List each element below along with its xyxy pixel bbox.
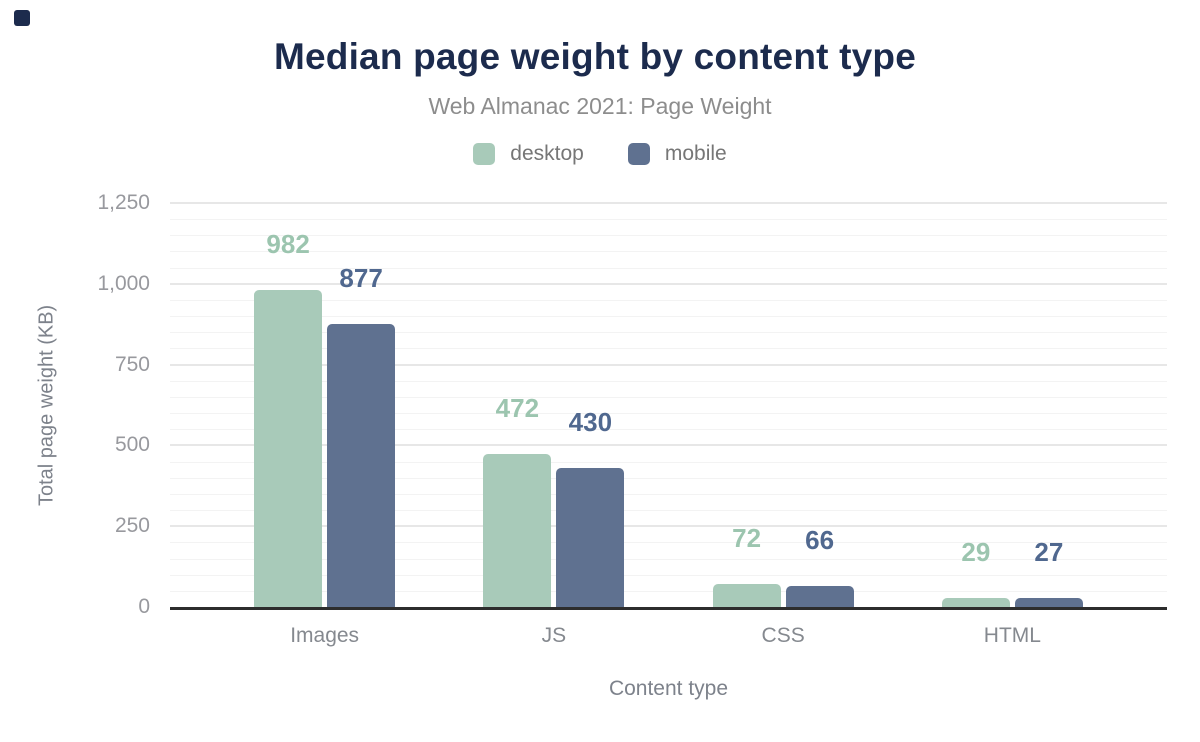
chart-subtitle: Web Almanac 2021: Page Weight [428,93,772,119]
bar-group-images: 982 877 Images [210,203,439,647]
bar-group-css: 72 66 CSS [669,203,898,647]
y-tick-label: 1,250 [97,191,150,214]
bar-mobile-html[interactable]: 27 [1014,539,1083,607]
minor-gridline [170,574,1167,576]
minor-gridline [170,251,1167,253]
x-category-label-images: Images [290,624,360,647]
bar-groups: 982 877 Images 472 430 JS 72 66 CSS 29 27 HTML [170,203,1167,647]
minor-gridline [170,332,1167,334]
minor-gridline [170,590,1167,592]
y-axis-tick-labels: 0 250 500 750 1,000 1,250 [0,191,160,618]
value-label-desktop-images: 982 [266,229,310,259]
plot-area: 982 877 Images 472 430 JS 72 66 CSS 29 27 HTML [170,202,1167,647]
bar-mobile-images[interactable]: 877 [327,265,396,607]
minor-gridline [170,316,1167,318]
legend-label-desktop: desktop [510,142,584,165]
minor-gridline [170,413,1167,415]
minor-gridline [170,219,1167,221]
minor-gridline [170,396,1167,398]
mobile-swatch-icon [627,143,650,165]
x-category-label-js: JS [541,624,567,647]
major-gridline [170,282,1167,285]
minor-gridline [170,461,1167,463]
corner-mark-icon [14,10,30,26]
legend: desktop mobile [0,142,1200,166]
major-gridline [170,525,1167,528]
y-tick-label: 750 [114,352,150,376]
desktop-swatch-icon [473,143,496,165]
minor-gridline [170,558,1167,560]
minor-gridline [170,493,1167,495]
minor-gridline [170,477,1167,479]
minor-gridline [170,299,1167,301]
legend-label-mobile: mobile [664,142,727,165]
bar-desktop-html[interactable]: 29 [941,539,1010,607]
minor-gridline [170,348,1167,350]
y-tick-label: 250 [114,514,150,538]
minor-gridline [170,267,1167,269]
minor-gridline [170,380,1167,382]
y-tick-label: 0 [138,595,150,618]
chart-title: Median page weight by content type [273,36,917,77]
minor-gridline [170,510,1167,512]
y-tick-label: 500 [114,433,150,457]
value-label-desktop-css: 72 [732,523,762,553]
major-gridline [170,444,1167,447]
x-category-label-html: HTML [983,624,1041,647]
major-gridline [170,363,1167,366]
x-category-label-css: CSS [761,624,805,647]
legend-item-mobile[interactable]: mobile [627,142,727,166]
major-gridline [170,202,1167,204]
bar-mobile-css[interactable]: 66 [785,527,854,607]
bar-desktop-images[interactable]: 982 [254,231,323,607]
value-label-desktop-html: 29 [961,537,991,567]
value-label-mobile-css: 66 [805,525,835,555]
legend-item-desktop[interactable]: desktop [473,142,584,166]
value-label-mobile-js: 430 [568,407,613,437]
value-label-desktop-js: 472 [495,393,540,423]
value-label-mobile-html: 27 [1034,537,1064,567]
y-tick-label: 1,000 [97,271,150,295]
x-axis-title: Content type [608,677,729,700]
bar-group-js: 472 430 JS [439,203,668,647]
minor-gridline [170,429,1167,431]
minor-gridline [170,235,1167,237]
bar-desktop-js[interactable]: 472 [483,395,552,607]
minor-gridline [170,542,1167,544]
bar-desktop-css[interactable]: 72 [712,525,781,607]
value-label-mobile-images: 877 [339,263,383,293]
bar-group-html: 29 27 HTML [898,203,1127,647]
bar-mobile-js[interactable]: 430 [556,409,625,607]
